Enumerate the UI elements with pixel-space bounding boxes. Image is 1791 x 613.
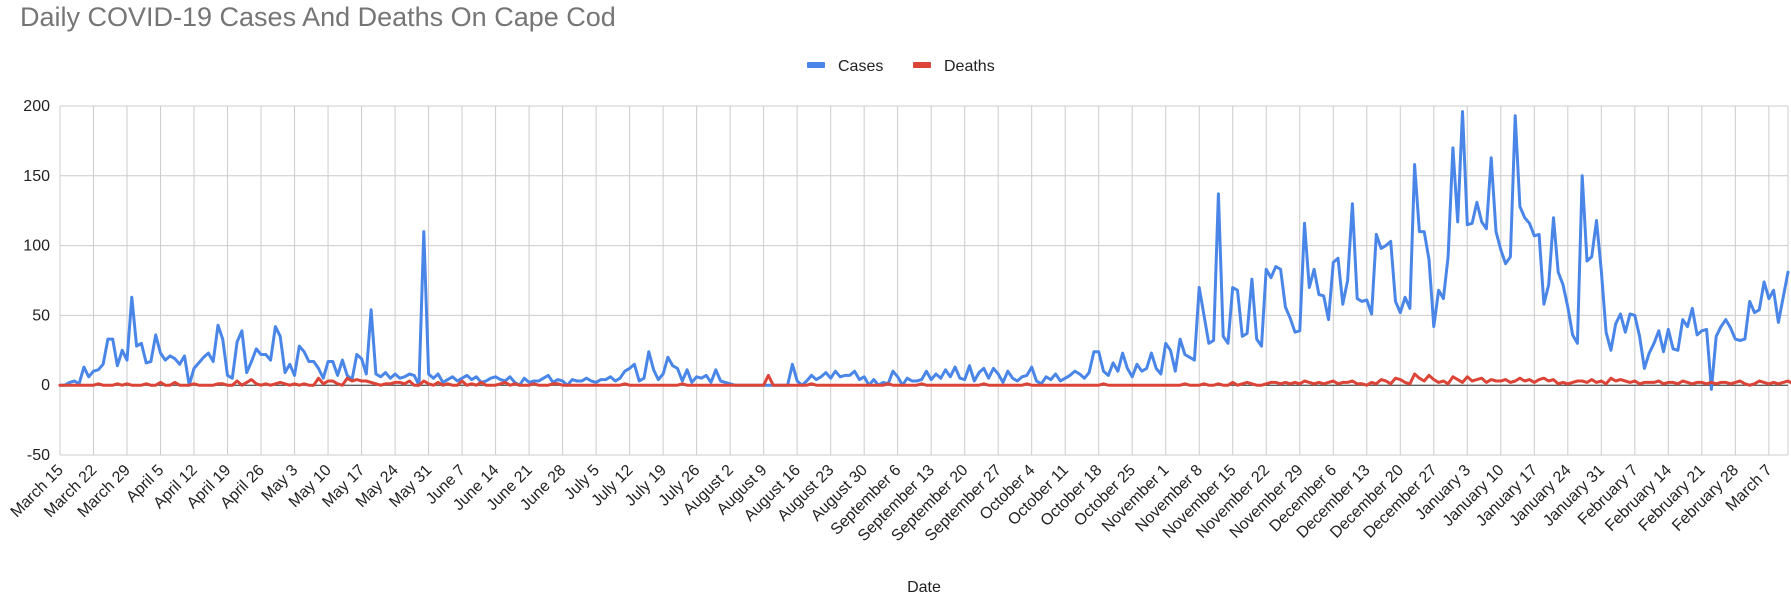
legend-label-cases: Cases [838, 58, 883, 75]
y-tick-label: 100 [23, 238, 50, 255]
y-tick-label: 200 [23, 98, 50, 115]
legend-label-deaths: Deaths [944, 58, 995, 75]
legend-swatch-deaths [913, 62, 931, 68]
series-line-deaths [58, 372, 1791, 387]
legend-item-deaths[interactable]: Deaths [913, 58, 995, 75]
y-tick-label: 0 [41, 377, 50, 394]
y-axis-ticks: -50 0 50 100 150 200 [23, 98, 50, 464]
series-lines [58, 110, 1791, 391]
y-tick-label: 150 [23, 168, 50, 185]
x-axis-label: Date [907, 579, 941, 596]
legend-swatch-cases [807, 62, 825, 68]
y-tick-label: -50 [27, 447, 50, 464]
grid-lines [59, 105, 1789, 456]
y-tick-label: 50 [32, 307, 50, 324]
legend-item-cases[interactable]: Cases [807, 58, 883, 75]
chart-title: Daily COVID-19 Cases And Deaths On Cape … [20, 2, 616, 32]
series-line-cases [58, 110, 1790, 391]
legend: Cases Deaths [807, 58, 995, 75]
